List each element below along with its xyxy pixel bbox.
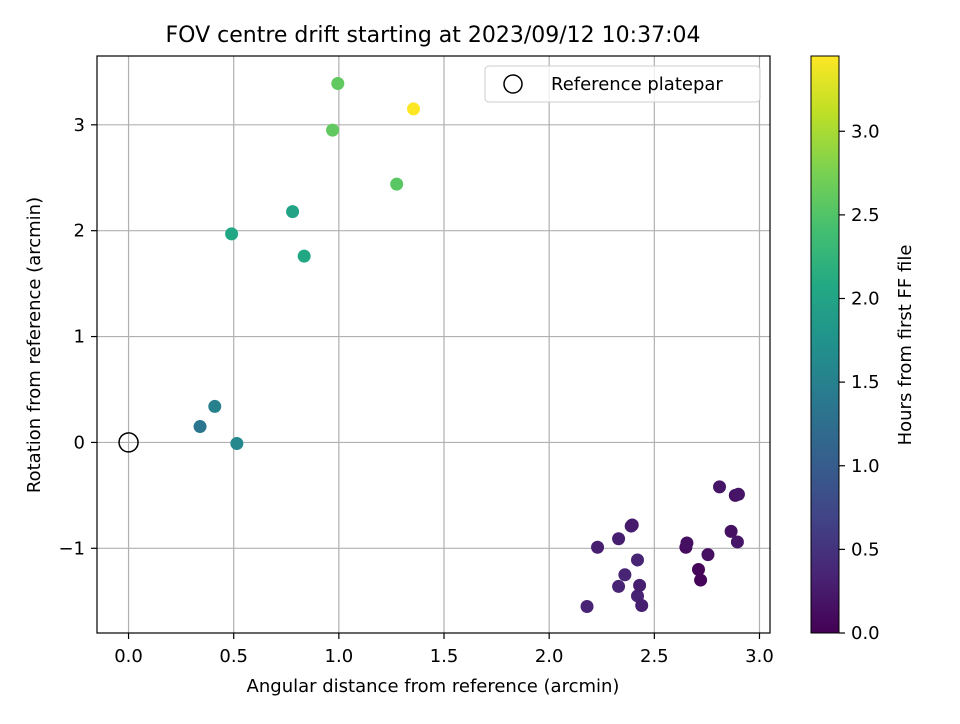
grid-lines bbox=[97, 56, 770, 633]
y-tick-label: 3 bbox=[74, 115, 85, 136]
y-axis-label: Rotation from reference (arcmin) bbox=[24, 197, 45, 493]
y-tick-label: 1 bbox=[74, 327, 85, 348]
data-point bbox=[625, 518, 639, 532]
y-tick-label: 2 bbox=[74, 221, 85, 242]
data-point bbox=[331, 77, 345, 91]
plot-frame bbox=[96, 55, 771, 634]
data-point bbox=[731, 487, 745, 501]
x-tick-label: 3.0 bbox=[745, 646, 774, 667]
data-point bbox=[390, 177, 404, 191]
x-tick-label: 0.0 bbox=[114, 646, 143, 667]
data-point bbox=[591, 540, 605, 554]
legend-entry-reference: Reference platepar bbox=[551, 74, 723, 95]
data-point bbox=[680, 536, 694, 550]
x-tick-label: 0.5 bbox=[219, 646, 248, 667]
y-tick-label: 0 bbox=[74, 432, 85, 453]
data-point bbox=[691, 562, 705, 576]
data-point bbox=[724, 524, 738, 538]
data-point bbox=[580, 600, 594, 614]
data-points bbox=[118, 77, 745, 614]
colorbar bbox=[811, 56, 839, 633]
x-tick-label: 2.5 bbox=[640, 646, 669, 667]
colorbar-tick-label: 0.0 bbox=[851, 623, 880, 644]
data-point bbox=[193, 420, 207, 434]
data-point bbox=[612, 532, 626, 546]
data-point bbox=[618, 568, 632, 582]
colorbar-ticks: 0.0 0.5 1.0 1.5 2.0 2.5 3.0 bbox=[839, 121, 880, 644]
y-tick-label: −1 bbox=[58, 538, 85, 559]
colorbar-tick-label: 1.0 bbox=[851, 456, 880, 477]
data-point bbox=[225, 227, 239, 241]
colorbar-tick-label: 0.5 bbox=[851, 539, 880, 560]
colorbar-label: Hours from first FF file bbox=[895, 245, 916, 446]
data-point bbox=[633, 578, 647, 592]
data-point bbox=[286, 205, 300, 219]
x-axis-label: Angular distance from reference (arcmin) bbox=[247, 676, 620, 697]
legend-marker-reference bbox=[503, 74, 523, 94]
data-point bbox=[701, 548, 715, 562]
colorbar-tick-label: 3.0 bbox=[851, 121, 880, 142]
x-tick-label: 1.0 bbox=[325, 646, 354, 667]
data-point bbox=[635, 598, 649, 612]
colorbar-tick-label: 2.5 bbox=[851, 205, 880, 226]
data-point bbox=[730, 535, 744, 549]
data-point bbox=[230, 436, 244, 450]
chart-title: FOV centre drift starting at 2023/09/12 … bbox=[166, 23, 701, 48]
data-point bbox=[612, 579, 626, 593]
data-point bbox=[208, 399, 222, 413]
colorbar-tick-label: 1.5 bbox=[851, 372, 880, 393]
reference-platepar-marker bbox=[118, 432, 139, 453]
data-point bbox=[631, 553, 645, 567]
y-axis-ticks: −1 0 1 2 3 bbox=[58, 115, 97, 559]
x-axis-ticks: 0.0 0.5 1.0 1.5 2.0 2.5 3.0 bbox=[114, 633, 774, 667]
data-point bbox=[326, 123, 340, 137]
x-tick-label: 2.0 bbox=[535, 646, 564, 667]
data-point bbox=[694, 573, 708, 587]
data-point bbox=[713, 480, 727, 494]
x-tick-label: 1.5 bbox=[430, 646, 459, 667]
data-point bbox=[407, 102, 421, 116]
data-point bbox=[297, 249, 311, 263]
legend: Reference platepar bbox=[484, 65, 761, 103]
legend-box bbox=[484, 65, 761, 103]
colorbar-frame bbox=[810, 55, 840, 634]
colorbar-tick-label: 2.0 bbox=[851, 289, 880, 310]
